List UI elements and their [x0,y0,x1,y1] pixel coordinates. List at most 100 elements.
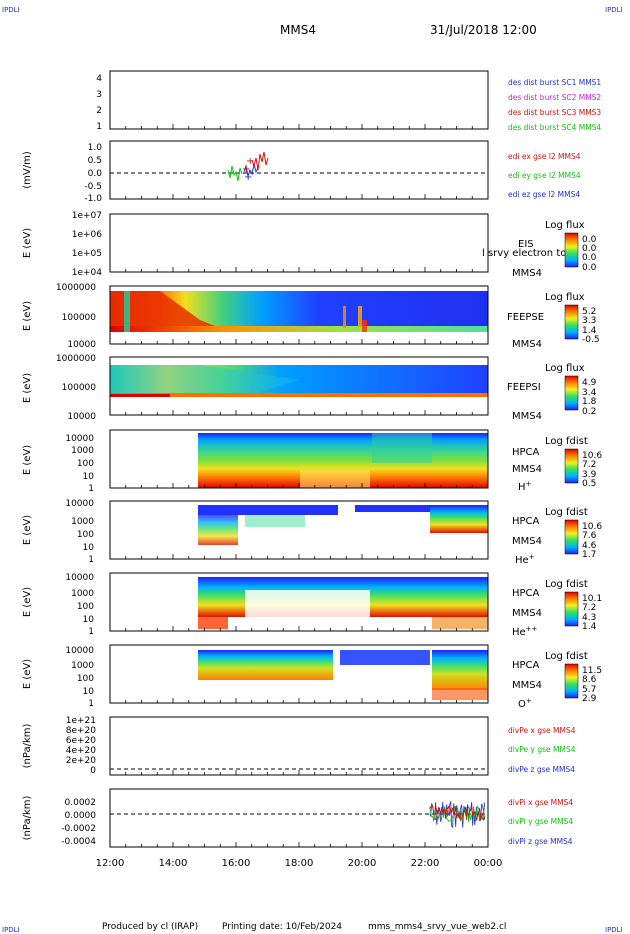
ytick-label: -0.0004 [61,837,96,847]
edi-traces: + + + [227,151,269,183]
y-ticks: 1 10 100 1000 10000 [65,573,94,637]
colorbar [564,591,579,627]
xtick-label: 12:00 [96,858,125,869]
ytick-label: -0.0002 [61,824,96,834]
ytick-label: 1e+21 [66,716,96,726]
corner-mark-top-left: IPDLI [2,6,20,14]
ytick-label: 2e+20 [66,756,97,766]
legend-entry: des dist burst SC3 MMS3 [508,108,601,117]
spectrogram-low-band-hot [110,394,170,397]
spectrogram-low-band [110,393,488,397]
spectrogram-speckle [245,515,305,527]
ytick-label: 0 [90,766,96,776]
colorbar-tick: 5.7 [582,685,596,695]
xtick-label: 18:00 [285,858,314,869]
edi-ey-trace [227,165,243,182]
ytick-label: 100 [77,602,94,612]
spacecraft-label: MMS4 [512,268,542,279]
xtick-label: 22:00 [411,858,440,869]
spacecraft-label: MMS4 [512,608,542,619]
colorbar-title: Log fdist [545,436,588,447]
panel-burst-flags: 1 2 3 4 des dist burst SC1 MMS1 des dist… [96,70,601,132]
y-axis-label: E (eV) [22,373,33,403]
colorbar [564,304,579,340]
ytick-label: 1e+07 [72,211,102,221]
corner-mark-bottom-left: IPDLI [2,926,20,934]
colorbar-tick: 8.6 [582,675,597,685]
ytick-label: 100 [77,530,94,540]
spectrogram-feature [358,306,362,328]
y-ticks: -1.0 -0.5 0.0 0.5 1.0 [84,143,102,204]
ytick-label: 3 [96,90,102,100]
colorbar-tick: 7.2 [582,460,596,470]
ytick-label: 10 [83,615,95,625]
colorbar-tick: 4.3 [582,613,596,623]
xtick-label: 14:00 [159,858,188,869]
colorbar-tick: 11.5 [582,666,602,676]
spectrogram-body [198,650,333,680]
ytick-label: 1.0 [88,143,103,153]
colorbar-tick: 10.1 [582,594,602,604]
edi-ex-marker: + [246,156,254,167]
colorbar-ticks: 10.6 7.6 4.6 1.7 [582,522,602,560]
xtick-label: 00:00 [474,858,503,869]
spectrogram-gap [245,590,370,617]
colorbar-tick: 0.2 [582,407,596,417]
instrument-label: FEEPSI [507,382,541,393]
colorbar [564,663,579,699]
panel-background [110,789,488,847]
spectrogram-body [430,505,488,533]
y-axis-label: (mV/m) [22,151,33,189]
colorbar-tick: 1.7 [582,550,596,560]
instrument-label: FEEPSE [507,312,544,323]
legend-entry: divPe z gse MMS4 [508,765,575,774]
colorbar-tick: 0.0 [582,263,597,273]
colorbar-tick: 4.9 [582,378,597,388]
ytick-label: 10000 [65,434,94,444]
species-label: H+ [518,480,532,493]
ytick-label: 100000 [62,313,97,323]
panel-frame [109,70,489,130]
species-label: He+ [515,553,535,566]
ytick-label: 10 [83,472,95,482]
spectrogram-body [198,515,238,545]
colorbar-tick: 1.4 [582,622,597,632]
ytick-label: 100000 [62,383,97,393]
spectrogram-feature [362,320,367,332]
ytick-label: 10000 [65,499,94,509]
instrument-label: HPCA [512,660,540,671]
divpi-trace [429,801,486,829]
panel-eis: 1e+04 1e+05 1e+06 1e+07 E (eV) EIS l srv… [22,211,597,279]
ytick-label: 10000 [65,646,94,656]
spectrogram-dropout [124,291,130,332]
spectrogram-top-band [355,505,430,512]
spectrogram-feature [343,306,346,328]
colorbar-tick: 7.6 [582,531,597,541]
colorbar-tick: 1.8 [582,397,597,407]
spectrogram-feature [372,433,432,463]
ytick-label: 8e+20 [66,726,97,736]
divpi-component-trace [429,805,486,822]
ytick-label: 1000000 [56,283,96,293]
y-ticks: 1 2 3 4 [96,74,102,132]
panel-hpca-he: 1 10 100 1000 10000 E (eV) HPCA MMS4 He+… [22,499,602,566]
colorbar-tick: 10.6 [582,522,602,532]
corner-mark-top-right: IPDLI [605,6,623,14]
colorbar [564,375,579,411]
overlay-label: l srvy electron to [482,248,566,259]
xtick-label: 20:00 [348,858,377,869]
ytick-label: 2 [96,106,102,116]
panel-frame [109,213,489,273]
y-ticks: 10000 100000 1000000 [56,283,96,350]
legend-entry: des dist burst SC1 MMS1 [508,78,601,87]
legend-entry: divPi x gse MMS4 [508,798,573,807]
colorbar-title: Log fdist [545,507,588,518]
ytick-label: 0.0 [88,169,103,179]
y-ticks: 10000 100000 1000000 [56,354,96,422]
y-ticks: 1 10 100 1000 10000 [65,646,94,709]
colorbar-title: Log fdist [545,579,588,590]
instrument-label: HPCA [512,588,540,599]
colorbar-tick: 10.6 [582,451,602,461]
ytick-label: 1000000 [56,354,96,364]
